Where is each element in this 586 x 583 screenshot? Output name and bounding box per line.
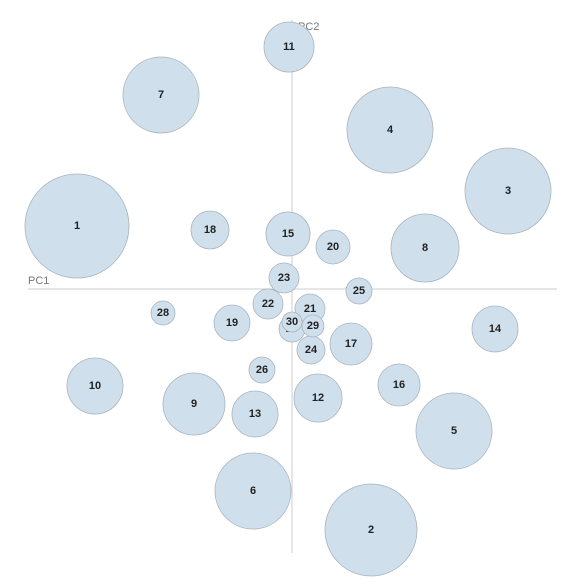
x-axis-title: PC1 (28, 275, 49, 287)
bubble-label: 25 (353, 285, 365, 297)
bubble-label: 22 (262, 298, 274, 310)
bubble (150, 300, 176, 326)
bubble-label: 10 (89, 380, 101, 392)
bubble (281, 311, 303, 333)
bubble-label: 18 (204, 224, 216, 236)
bubble (415, 392, 493, 470)
bubble-label: 6 (250, 485, 256, 497)
bubble-label: 17 (345, 338, 357, 350)
bubble-label: 15 (282, 228, 294, 240)
bubble-label: 13 (249, 408, 261, 420)
bubble (377, 363, 421, 407)
bubble (390, 213, 460, 283)
bubble (265, 211, 311, 257)
bubble-label: 26 (256, 364, 268, 376)
bubble-label: 2 (368, 524, 374, 536)
bubble-label: 23 (278, 272, 290, 284)
bubble (231, 390, 279, 438)
bubble (122, 56, 200, 134)
bubble (464, 147, 552, 235)
bubble-label: 24 (305, 344, 318, 356)
bubble (329, 322, 373, 366)
bubble (345, 277, 373, 305)
bubble-label: 4 (387, 124, 394, 136)
bubble-label: 3 (505, 185, 511, 197)
bubble-label: 7 (158, 89, 164, 101)
bubble-label: 1 (74, 220, 80, 232)
bubble (24, 173, 130, 279)
bubble (471, 305, 519, 353)
bubble (315, 229, 351, 265)
bubble-label: 28 (157, 307, 169, 319)
bubble (263, 21, 315, 73)
bubble (346, 86, 434, 174)
bubble (293, 373, 343, 423)
bubble-label: 16 (393, 379, 405, 391)
bubble-label: 12 (312, 392, 324, 404)
bubble-label: 11 (283, 41, 295, 53)
bubble (252, 288, 284, 320)
bubble-label: 5 (451, 425, 457, 437)
bubble-label: 19 (226, 317, 238, 329)
bubble (248, 356, 276, 384)
bubble (301, 314, 325, 338)
bubble (190, 210, 230, 250)
bubble (214, 452, 292, 530)
bubble-label: 30 (286, 316, 298, 328)
bubble-label: 14 (489, 323, 502, 335)
bubble-label: 21 (304, 303, 316, 315)
bubble (268, 262, 300, 294)
bubble-label: 29 (307, 320, 319, 332)
bubble (162, 372, 226, 436)
bubble-label: 20 (327, 241, 339, 253)
bubble (213, 304, 251, 342)
bubble-label: 8 (422, 242, 428, 254)
bubble-label: 9 (191, 398, 197, 410)
bubble (324, 483, 418, 577)
bubble (66, 357, 124, 415)
